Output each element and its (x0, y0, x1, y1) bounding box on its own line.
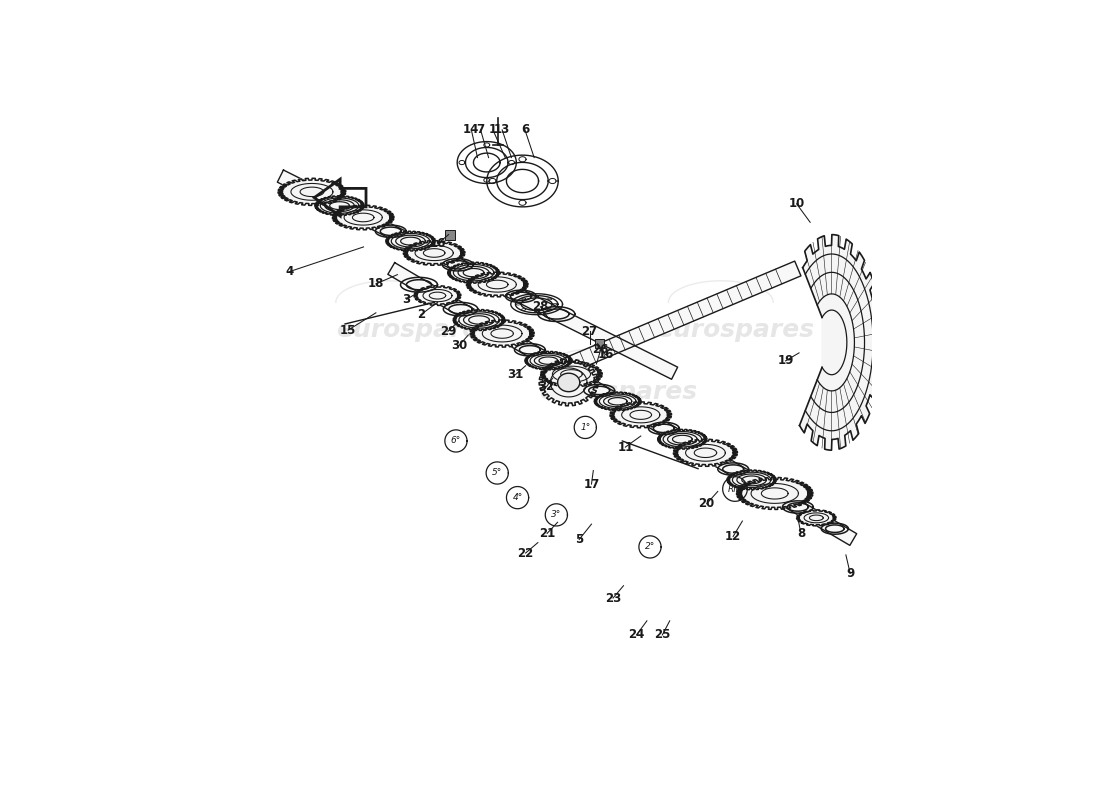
Text: 5: 5 (575, 533, 583, 546)
Text: 16: 16 (429, 238, 446, 250)
Text: 6°: 6° (451, 437, 461, 446)
Text: 17: 17 (583, 478, 600, 490)
Polygon shape (466, 272, 528, 297)
Polygon shape (315, 196, 364, 215)
Text: 20: 20 (698, 498, 715, 510)
Polygon shape (525, 351, 572, 370)
Polygon shape (796, 510, 836, 526)
Text: 18: 18 (367, 278, 384, 290)
Polygon shape (673, 439, 737, 466)
Text: 14: 14 (463, 123, 480, 136)
Text: 10: 10 (789, 198, 805, 210)
Polygon shape (332, 205, 394, 230)
Polygon shape (727, 470, 777, 490)
Polygon shape (404, 241, 465, 266)
Text: 8: 8 (796, 527, 805, 540)
Text: 3°: 3° (551, 510, 561, 519)
Polygon shape (277, 170, 678, 379)
Text: 22: 22 (517, 546, 534, 559)
Polygon shape (541, 362, 602, 387)
Text: 30: 30 (451, 339, 468, 352)
Text: 28: 28 (532, 300, 549, 313)
Text: 15: 15 (340, 323, 356, 337)
Text: RM: RM (728, 485, 743, 494)
Text: 19: 19 (778, 354, 794, 367)
Text: 4°: 4° (513, 493, 522, 502)
Polygon shape (470, 320, 535, 347)
Text: 26: 26 (593, 343, 609, 356)
Text: 25: 25 (654, 629, 671, 642)
Text: 7: 7 (476, 123, 485, 136)
Text: 32: 32 (538, 380, 554, 394)
Text: 29: 29 (440, 325, 456, 338)
Polygon shape (278, 178, 345, 206)
Text: 4: 4 (286, 265, 294, 278)
Text: 6: 6 (520, 123, 529, 136)
Text: 16: 16 (597, 348, 614, 362)
Polygon shape (448, 262, 499, 283)
Text: eurospares: eurospares (539, 380, 697, 404)
Polygon shape (414, 286, 461, 306)
Polygon shape (446, 230, 455, 240)
Text: 27: 27 (582, 325, 597, 338)
Text: 23: 23 (605, 591, 621, 605)
Text: 2: 2 (417, 308, 425, 321)
Text: 1: 1 (488, 123, 497, 136)
Text: eurospares: eurospares (656, 318, 814, 342)
Polygon shape (453, 310, 505, 330)
Polygon shape (539, 359, 598, 406)
Text: 31: 31 (507, 368, 524, 381)
Polygon shape (610, 402, 671, 428)
Text: 24: 24 (628, 629, 645, 642)
Polygon shape (658, 430, 707, 449)
Polygon shape (561, 261, 801, 374)
Polygon shape (737, 478, 813, 510)
Text: 2°: 2° (645, 542, 656, 551)
Text: 9: 9 (846, 567, 855, 580)
Text: 1°: 1° (580, 423, 591, 432)
Polygon shape (388, 262, 857, 546)
Polygon shape (595, 339, 604, 348)
Text: 3: 3 (403, 293, 410, 306)
Text: 12: 12 (725, 530, 741, 543)
Polygon shape (386, 231, 436, 251)
Text: eurospares: eurospares (336, 318, 494, 342)
Polygon shape (594, 392, 641, 410)
Polygon shape (800, 234, 882, 450)
Text: 5°: 5° (492, 469, 503, 478)
Text: 13: 13 (494, 123, 510, 136)
Text: 11: 11 (617, 441, 634, 454)
Text: 21: 21 (539, 527, 556, 540)
Polygon shape (558, 374, 580, 392)
